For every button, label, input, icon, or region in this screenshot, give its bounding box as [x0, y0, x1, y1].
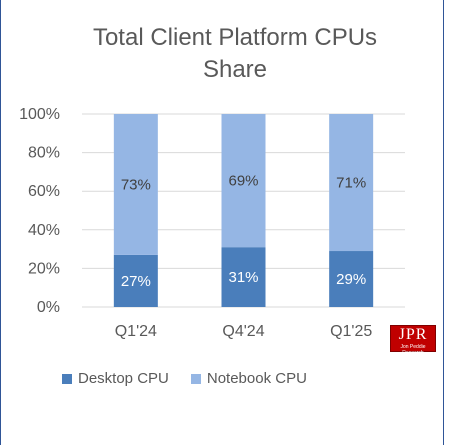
legend-swatch-desktop: [62, 373, 72, 384]
bar-desktop-cpu-1: [221, 247, 266, 307]
y-tick-label-20: 20%: [28, 260, 60, 277]
legend: Desktop CPU Notebook CPU: [62, 370, 329, 387]
bar-notebook-cpu-2: [329, 114, 374, 252]
bar-desktop-cpu-2: [329, 251, 374, 307]
bar-notebook-cpu-0: [113, 114, 158, 255]
legend-label-desktop: Desktop CPU: [78, 370, 169, 387]
legend-swatch-notebook: [190, 373, 201, 384]
chart-title-line-2: Share: [202, 56, 268, 83]
jpr-logo: JPR Jon Peddie Research: [390, 325, 436, 356]
y-tick-label-80: 80%: [28, 145, 60, 162]
data-label-desktop-cpu-0: 27%: [121, 273, 151, 290]
y-tick-label-0: 0%: [37, 299, 60, 316]
bar-notebook-cpu-1: [221, 114, 266, 248]
data-label-notebook-cpu-0: 73%: [121, 176, 151, 193]
data-label-notebook-cpu-2: 71%: [336, 175, 366, 192]
y-tick-label-40: 40%: [28, 222, 60, 239]
chart-title: Total Client Platform CPUs Share: [20, 22, 450, 86]
chart-frame: [0, 0, 444, 445]
x-tick-label-0: Q1'24: [115, 323, 157, 340]
bar-desktop-cpu-0: [113, 254, 158, 307]
y-tick-label-100: 100%: [19, 106, 60, 123]
y-tick-label-60: 60%: [28, 183, 60, 200]
logo-subtext: Jon Peddie Research: [400, 344, 426, 356]
data-label-desktop-cpu-2: 29%: [336, 271, 366, 288]
legend-item-desktop: Desktop CPU: [62, 370, 169, 387]
x-tick-label-2: Q1'25: [330, 323, 372, 340]
logo-text: JPR: [398, 326, 428, 343]
legend-label-notebook: Notebook CPU: [206, 370, 307, 387]
x-tick-label-1: Q4'24: [222, 323, 264, 340]
chart-title-line-1: Total Client Platform CPUs: [92, 24, 378, 51]
data-label-desktop-cpu-1: 31%: [228, 269, 258, 286]
legend-item-notebook: Notebook CPU: [190, 370, 307, 387]
data-label-notebook-cpu-1: 69%: [228, 173, 258, 190]
